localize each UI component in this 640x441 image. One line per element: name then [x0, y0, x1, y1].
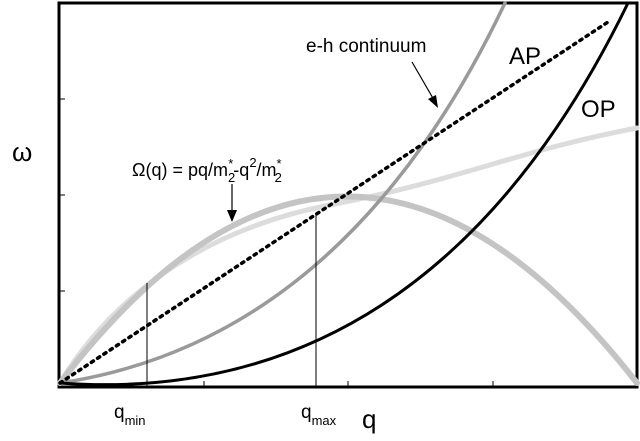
q-min-label: qmin [114, 402, 146, 428]
omega-arrow [227, 184, 237, 222]
continuum-arrow [411, 61, 438, 108]
ap-curve [58, 20, 610, 385]
y-axis-label: ω [12, 137, 32, 167]
ap-label: AP [509, 43, 541, 70]
omega-formula-label: Ω(q) = pq/m2*-q2/m* 2 [132, 155, 282, 185]
omega-parabola-curve [57, 193, 640, 386]
y-axis-ticks [59, 98, 65, 292]
op-label: OP [581, 96, 616, 123]
continuum-label: e-h continuum [306, 36, 426, 57]
q-max-label: qmax [301, 402, 337, 428]
x-axis-label: q [362, 404, 376, 434]
x-axis-ticks [203, 381, 494, 387]
op-curve [59, 2, 630, 387]
continuum-upper-boundary [58, 1, 507, 385]
